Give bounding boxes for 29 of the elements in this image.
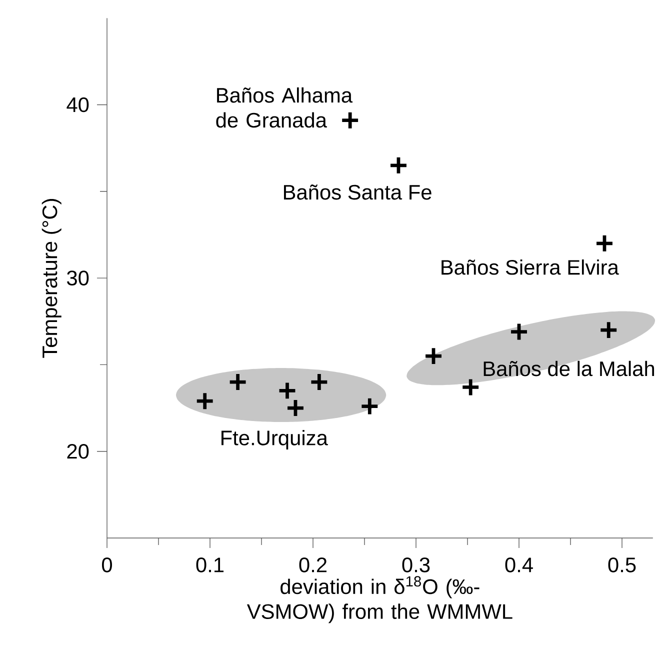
- y-tick-label: 20: [67, 444, 89, 459]
- annotation: Baños Sierra Elvira: [442, 259, 619, 275]
- y-tick-label: 30: [67, 270, 89, 286]
- x-tick-label: 0.1: [196, 558, 224, 572]
- point: [460, 378, 480, 397]
- point: [594, 234, 614, 254]
- x-tick-label: 0.3: [402, 558, 430, 572]
- annotation: Baños Santa Fe: [284, 184, 432, 200]
- point: [286, 398, 306, 418]
- x-axis-title: deviation in δ$^{18}$O (‰-VSMOW) from the WMMWL: [246, 576, 512, 624]
- point: [340, 110, 360, 130]
- y-tick-label: 40: [66, 97, 89, 112]
- point: [388, 156, 408, 176]
- annotation: Fte.Urquiza: [222, 430, 328, 450]
- x-tick-label: 0.4: [505, 558, 533, 572]
- point: [310, 372, 329, 392]
- y-axis-title: Temperature (°C): [42, 199, 62, 358]
- point: [509, 322, 529, 342]
- point: [195, 391, 215, 411]
- point: [424, 346, 444, 366]
- point: [278, 381, 297, 400]
- x-tick-label: 0.5: [608, 558, 636, 572]
- point: [598, 320, 618, 340]
- annotation: Baños Alhama de Granada: [216, 87, 353, 128]
- x-tick-label: 0.2: [299, 558, 326, 572]
- annotation: Baños de la Malah: [484, 360, 654, 376]
- point: [360, 396, 380, 416]
- point: [228, 372, 248, 392]
- x-tick-label: 0: [102, 558, 112, 572]
